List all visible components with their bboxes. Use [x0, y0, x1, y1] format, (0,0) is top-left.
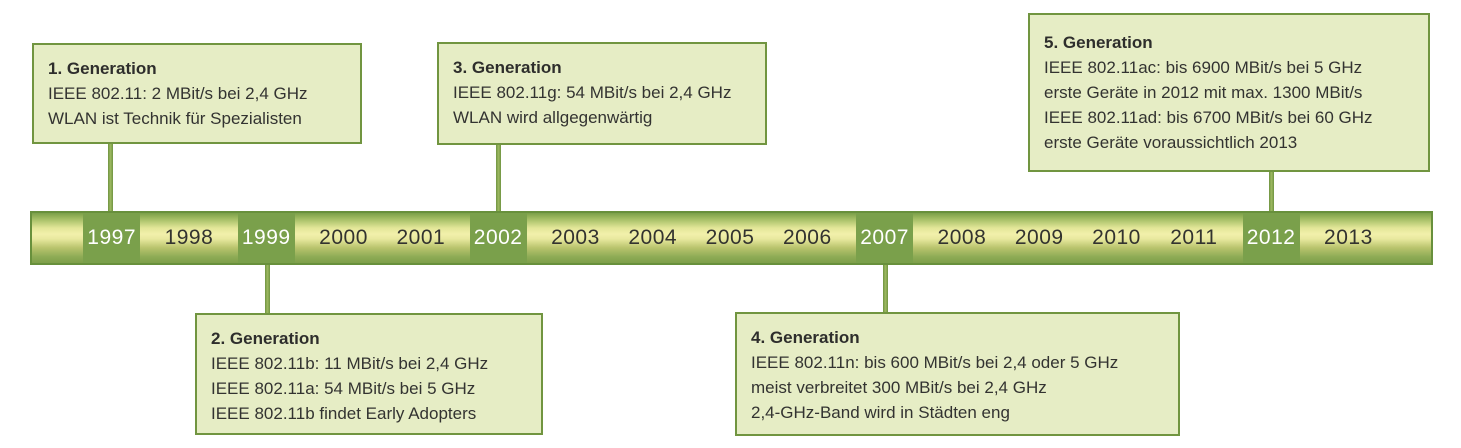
generation-4-line: meist verbreitet 300 MBit/s bei 2,4 GHz	[751, 378, 1047, 397]
generation-4-line: 2,4-GHz-Band wird in Städten eng	[751, 403, 1010, 422]
generation-5-title: 5. Generation	[1044, 33, 1153, 52]
generation-1-title: 1. Generation	[48, 59, 157, 78]
year-cell-2002: 2002	[459, 213, 536, 263]
year-cell-2009: 2009	[1001, 213, 1078, 263]
year-label: 2003	[551, 226, 600, 249]
year-label: 2010	[1092, 226, 1141, 249]
year-cell-1997: 1997	[73, 213, 150, 263]
year-cell-1999: 1999	[228, 213, 305, 263]
generation-5-line: erste Geräte voraussichtlich 2013	[1044, 133, 1298, 152]
generation-5-line: erste Geräte in 2012 mit max. 1300 MBit/…	[1044, 83, 1363, 102]
generation-4-box: 4. Generation IEEE 802.11n: bis 600 MBit…	[735, 312, 1180, 436]
generation-3-box: 3. Generation IEEE 802.11g: 54 MBit/s be…	[437, 42, 767, 145]
generation-4-line: IEEE 802.11n: bis 600 MBit/s bei 2,4 ode…	[751, 353, 1119, 372]
year-label: 2006	[782, 226, 832, 249]
year-cell-2012: 2012	[1232, 213, 1309, 263]
year-cell-2004: 2004	[614, 213, 691, 263]
timeline-years: 1997 1998 1999 2000 2001 2002 2003 2004 2005 2006…	[73, 213, 1387, 263]
year-cell-2011: 2011	[1155, 213, 1232, 263]
connector-generation-1	[108, 144, 113, 213]
connector-generation-5	[1269, 172, 1274, 213]
year-cell-2003: 2003	[537, 213, 614, 263]
generation-5-box: 5. Generation IEEE 802.11ac: bis 6900 MB…	[1028, 13, 1430, 172]
generation-5-line: IEEE 802.11ad: bis 6700 MBit/s bei 60 GH…	[1044, 108, 1373, 127]
year-label: 2013	[1324, 226, 1373, 249]
year-cell-2001: 2001	[382, 213, 459, 263]
generation-3-line: IEEE 802.11g: 54 MBit/s bei 2,4 GHz	[453, 83, 732, 102]
connector-generation-3	[496, 145, 501, 213]
year-cell-2013: 2013	[1310, 213, 1387, 263]
year-label: 1997	[83, 213, 141, 263]
generation-2-title: 2. Generation	[211, 329, 320, 348]
generation-2-line: IEEE 802.11a: 54 MBit/s bei 5 GHz	[211, 379, 476, 398]
generation-2-line: IEEE 802.11b: 11 MBit/s bei 2,4 GHz	[211, 354, 489, 373]
generation-1-line: WLAN ist Technik für Spezialisten	[48, 109, 302, 128]
year-cell-2005: 2005	[691, 213, 768, 263]
year-cell-2007: 2007	[846, 213, 923, 263]
year-cell-2006: 2006	[769, 213, 846, 263]
connector-generation-2	[265, 263, 270, 313]
generation-5-line: IEEE 802.11ac: bis 6900 MBit/s bei 5 GHz	[1044, 58, 1363, 77]
year-cell-1998: 1998	[150, 213, 227, 263]
timeline-bar: 1997 1998 1999 2000 2001 2002 2003 2004 2005 2006…	[30, 211, 1433, 265]
generation-2-line: IEEE 802.11b findet Early Adopters	[211, 404, 477, 423]
year-cell-2008: 2008	[923, 213, 1000, 263]
year-label: 2009	[1014, 226, 1064, 249]
year-label: 2005	[705, 226, 755, 249]
generation-1-box: 1. Generation IEEE 802.11: 2 MBit/s bei …	[32, 43, 362, 144]
generation-3-line: WLAN wird allgegenwärtig	[453, 108, 653, 127]
year-label: 2004	[628, 226, 678, 249]
year-label: 2002	[469, 213, 527, 263]
year-label: 2000	[319, 226, 368, 249]
year-label: 2001	[396, 226, 446, 249]
year-label: 2007	[856, 213, 914, 263]
generation-4-title: 4. Generation	[751, 328, 860, 347]
generation-2-box: 2. Generation IEEE 802.11b: 11 MBit/s be…	[195, 313, 543, 435]
connector-generation-4	[883, 263, 888, 312]
generation-1-line: IEEE 802.11: 2 MBit/s bei 2,4 GHz	[48, 84, 308, 103]
year-label: 2011	[1170, 226, 1218, 249]
year-cell-2010: 2010	[1078, 213, 1155, 263]
year-cell-2000: 2000	[305, 213, 382, 263]
year-label: 2012	[1242, 213, 1300, 263]
year-label: 2008	[937, 226, 987, 249]
year-label: 1999	[237, 213, 295, 263]
year-label: 1998	[164, 226, 214, 249]
generation-3-title: 3. Generation	[453, 58, 562, 77]
